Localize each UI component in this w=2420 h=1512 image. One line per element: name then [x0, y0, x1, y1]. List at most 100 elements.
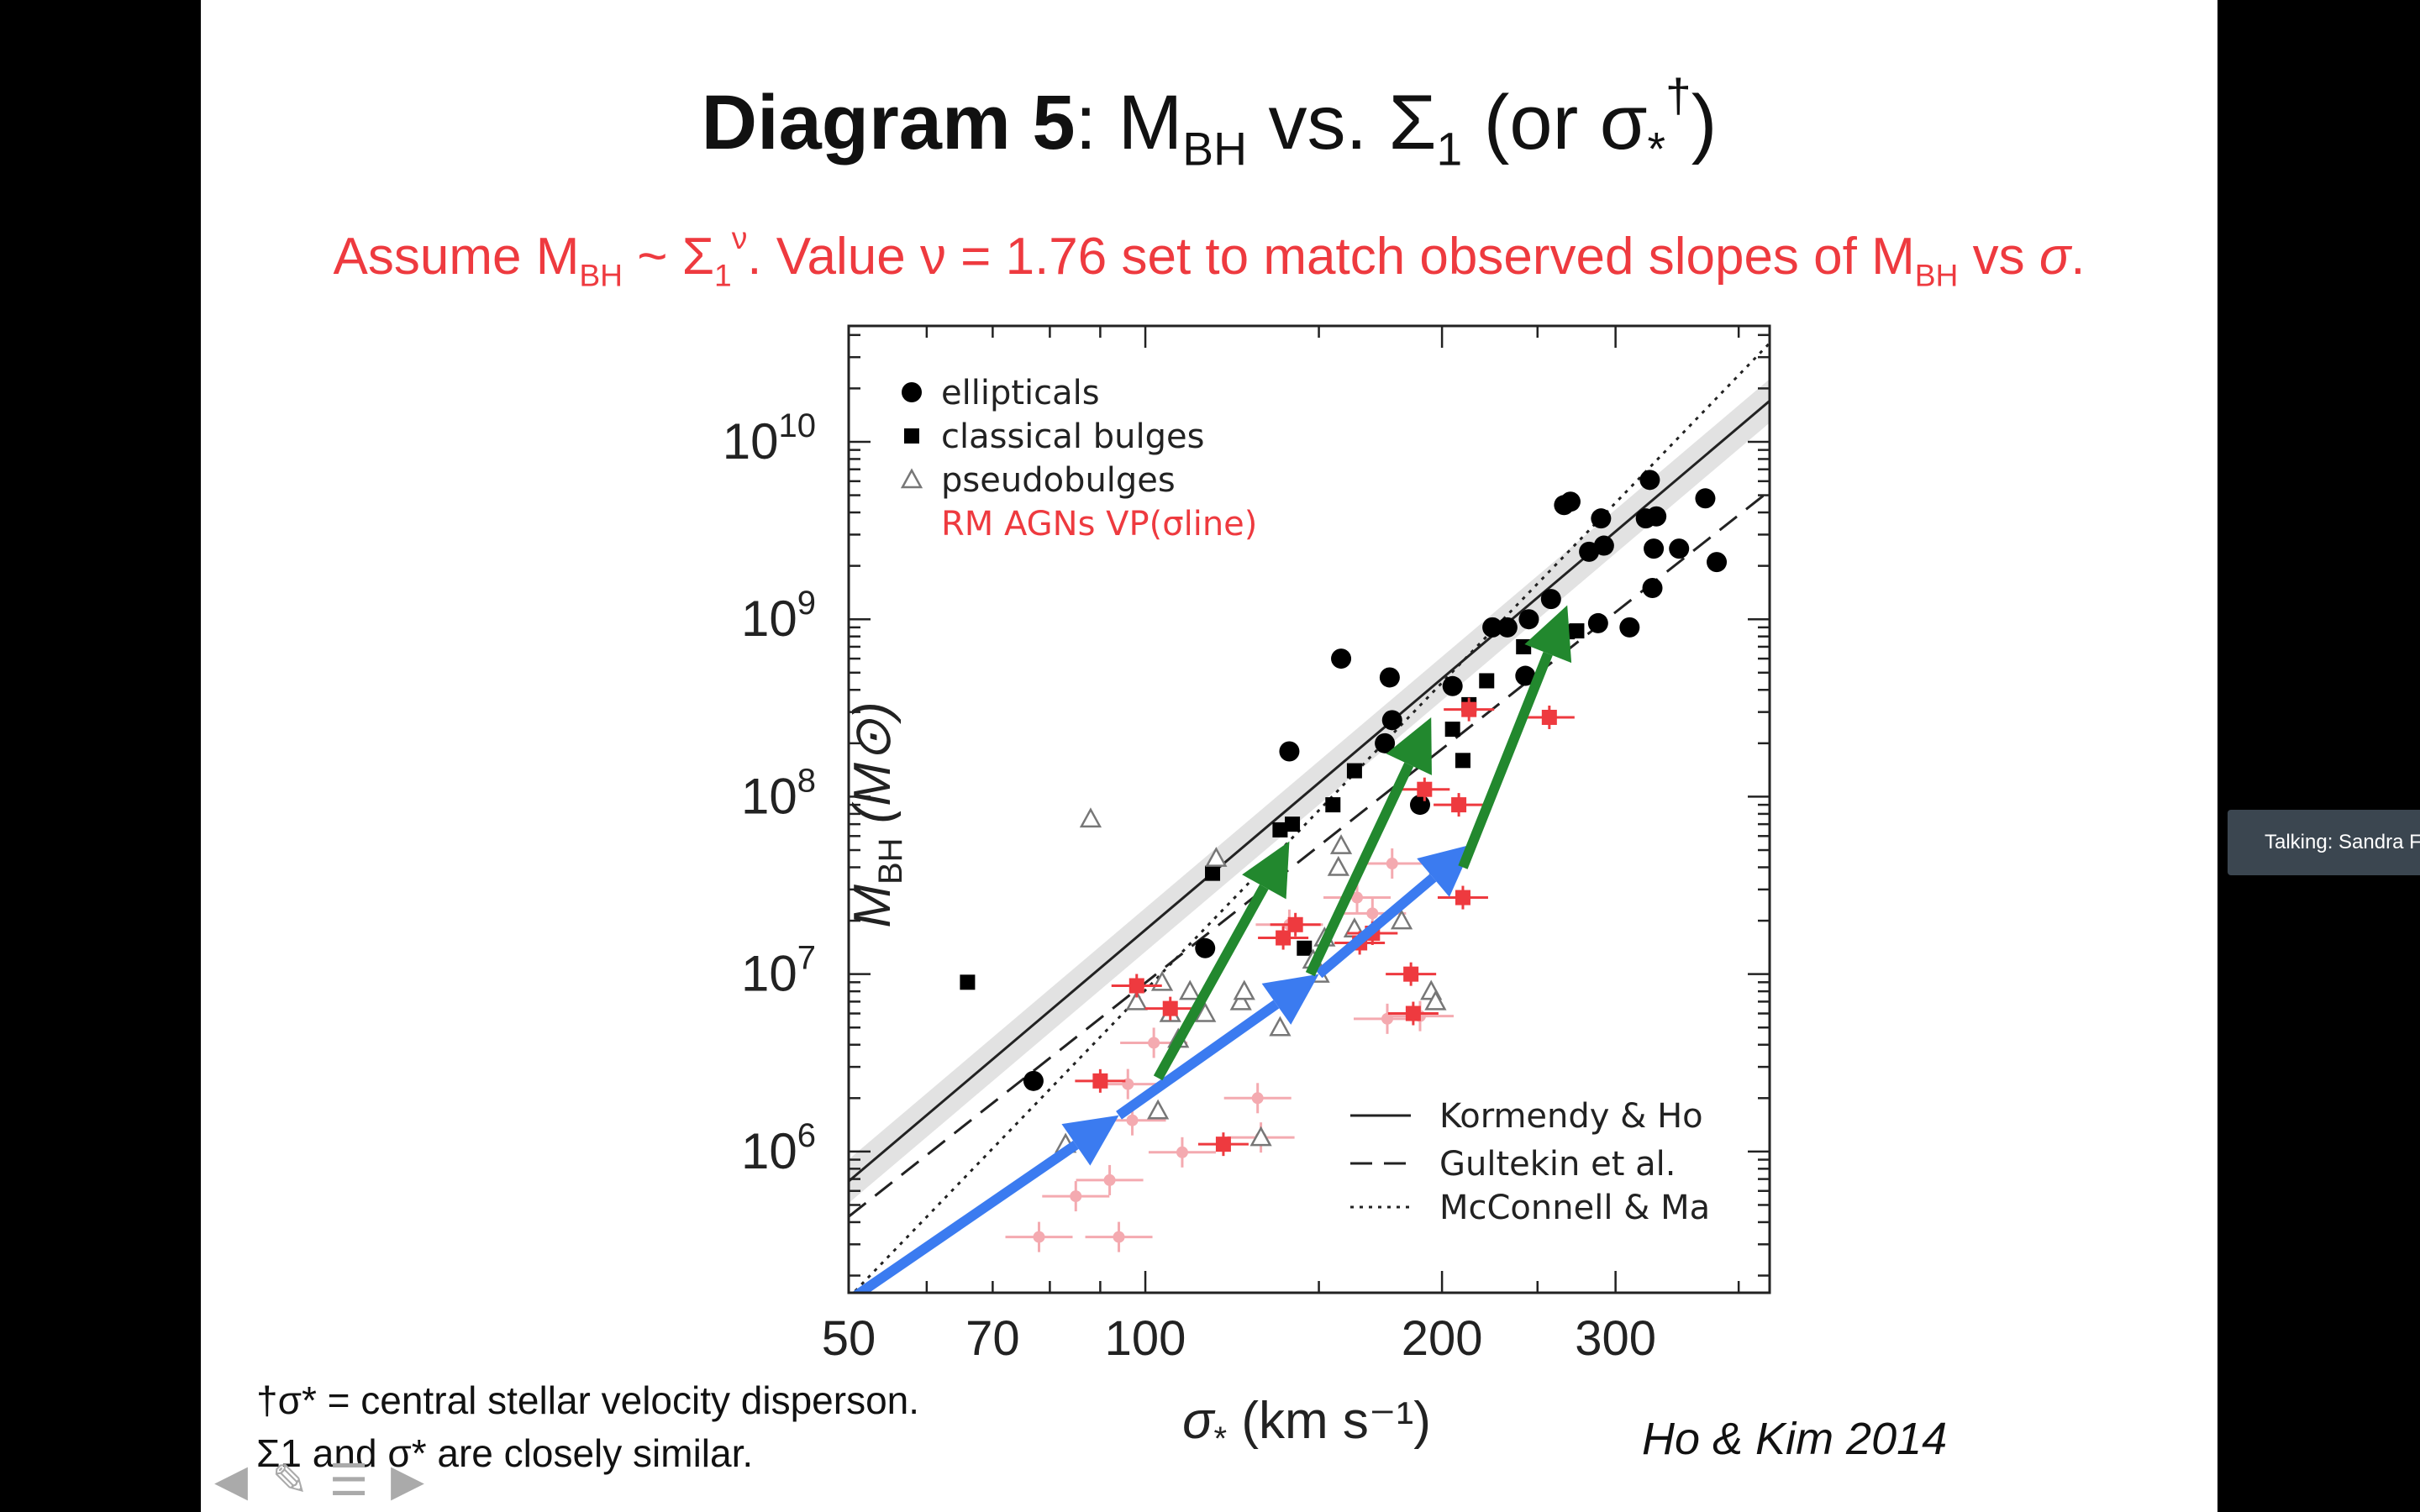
- point-ellipticals: [1695, 488, 1716, 509]
- evolution-arrow-shaft: [1458, 651, 1553, 869]
- point-classical-bulges: [1569, 623, 1585, 639]
- slide: Diagram 5: MBH vs. Σ1 (or σ*†) Assume MB…: [201, 0, 2217, 1512]
- point-ellipticals: [1331, 648, 1352, 669]
- point-classical-bulges: [960, 974, 976, 990]
- point-rm-agns-faint-: [1176, 1146, 1188, 1158]
- point-ellipticals: [1379, 667, 1400, 688]
- point-classical-bulges: [1455, 753, 1470, 769]
- footnote-sigma-definition: †σ* = central stellar velocity disperson…: [256, 1378, 920, 1422]
- point-ellipticals: [1591, 508, 1612, 529]
- point-rm-agns-vp-line-: [1403, 966, 1419, 982]
- point-classical-bulges: [1297, 940, 1313, 956]
- point-ellipticals: [1560, 491, 1581, 512]
- point-classical-bulges: [1346, 763, 1362, 779]
- point-rm-agns-faint-: [1070, 1190, 1082, 1203]
- point-ellipticals: [1279, 741, 1300, 762]
- evolution-arrowhead: [1061, 1115, 1119, 1166]
- point-ellipticals: [1587, 612, 1608, 633]
- evolution-arrow-shaft: [851, 1140, 1079, 1293]
- point-classical-bulges: [1479, 673, 1495, 689]
- legend-label: classical bulges: [941, 417, 1204, 456]
- slide-subtitle: Assume MBH ~ Σ1ν. Value ν = 1.76 set to …: [333, 220, 2086, 293]
- point-rm-agns-vp-line-: [1162, 1000, 1178, 1016]
- point-ellipticals: [1442, 675, 1463, 696]
- point-rm-agns-vp-line-: [1541, 709, 1557, 725]
- legend-label: RM AGNs VP(σline): [941, 505, 1257, 543]
- point-rm-agns-vp-line-: [1276, 930, 1292, 946]
- next-slide-icon[interactable]: ▶: [391, 1457, 424, 1505]
- point-classical-bulges: [1205, 865, 1221, 881]
- point-rm-agns-faint-: [1148, 1037, 1160, 1049]
- point-pseudobulges: [1125, 990, 1148, 1011]
- point-pseudobulges: [1327, 855, 1349, 876]
- point-ellipticals: [1375, 732, 1396, 753]
- evolution-arrow-shaft: [1305, 762, 1414, 977]
- point-ellipticals: [1644, 538, 1665, 559]
- legend-line-label: Kormendy & Ho: [1439, 1097, 1703, 1136]
- point-rm-agns-vp-line-: [1092, 1073, 1108, 1089]
- point-rm-agns-vp-line-: [1461, 701, 1477, 717]
- point-pseudobulges: [1249, 1126, 1272, 1147]
- point-pseudobulges: [1233, 979, 1255, 1000]
- y-axis-label: MBH (M⊙): [844, 701, 909, 927]
- point-ellipticals: [1518, 609, 1539, 630]
- x-tick-label: 300: [1575, 1311, 1656, 1366]
- evolution-arrow-shaft: [1116, 1000, 1280, 1120]
- evolution-arrowhead: [1524, 605, 1572, 664]
- point-ellipticals: [1195, 937, 1216, 958]
- previous-slide-icon[interactable]: ◀: [214, 1457, 248, 1505]
- point-classical-bulges: [1325, 797, 1341, 813]
- fit-line-solid: [849, 400, 1770, 1183]
- footnote-similarity: Σ1 and σ* are closely similar.: [256, 1431, 754, 1475]
- x-tick-label: 50: [822, 1311, 876, 1366]
- legend-marker-classical-bulges: [904, 428, 919, 444]
- point-rm-agns-vp-line-: [1451, 797, 1467, 813]
- point-ellipticals: [1540, 589, 1561, 610]
- pen-icon[interactable]: ✎: [271, 1457, 308, 1505]
- point-rm-agns-vp-line-: [1417, 781, 1433, 797]
- point-rm-agns-vp-line-: [1455, 890, 1470, 906]
- point-ellipticals: [1023, 1070, 1044, 1091]
- mbh-sigma-scatter-plot: 50 70 100 200 300 106 107 108 109 1010 σ* (km s⁻¹)…: [723, 324, 1771, 1457]
- evolution-arrowhead: [1261, 974, 1319, 1025]
- point-rm-agns-faint-: [1251, 1092, 1264, 1105]
- legend-line-label: Gultekin et al.: [1439, 1145, 1676, 1184]
- point-ellipticals: [1642, 578, 1663, 599]
- point-ellipticals: [1482, 617, 1503, 638]
- point-pseudobulges: [1329, 834, 1353, 854]
- point-pseudobulges: [1269, 1016, 1292, 1037]
- talking-indicator: Talking: Sandra F: [2228, 810, 2420, 875]
- point-ellipticals: [1669, 538, 1690, 559]
- point-ellipticals: [1515, 665, 1536, 686]
- point-pseudobulges: [1205, 847, 1228, 867]
- point-rm-agns-faint-: [1126, 1114, 1139, 1126]
- evolution-arrowhead: [1386, 717, 1432, 775]
- y-tick-label: 108: [741, 762, 816, 824]
- evolution-arrow-shaft: [1315, 874, 1437, 979]
- point-rm-agns-faint-: [1366, 907, 1379, 920]
- x-tick-label: 70: [965, 1311, 1020, 1366]
- point-classical-bulges: [1285, 816, 1301, 832]
- menu-icon[interactable]: ☰: [329, 1457, 369, 1505]
- point-ellipticals: [1639, 470, 1660, 491]
- slide-title: Diagram 5: MBH vs. Σ1 (or σ*†): [701, 70, 1718, 176]
- point-ellipticals: [1619, 617, 1640, 638]
- point-classical-bulges: [1444, 722, 1460, 738]
- x-axis-label: σ* (km s⁻¹): [1182, 1392, 1431, 1457]
- point-rm-agns-faint-: [1033, 1231, 1045, 1243]
- point-pseudobulges: [1229, 990, 1252, 1011]
- point-pseudobulges: [1390, 909, 1413, 930]
- legend-marker-ellipticals: [902, 382, 922, 402]
- point-pseudobulges: [1146, 1099, 1170, 1120]
- point-ellipticals: [1409, 795, 1430, 816]
- point-rm-agns-faint-: [1113, 1231, 1125, 1243]
- y-tick-label: 107: [741, 940, 816, 1002]
- point-pseudobulges: [1079, 807, 1102, 828]
- point-pseudobulges: [1179, 979, 1202, 1000]
- point-rm-agns-faint-: [1103, 1173, 1116, 1186]
- legend-label: pseudobulges: [941, 461, 1176, 500]
- point-rm-agns-vp-line-: [1215, 1137, 1231, 1152]
- point-rm-agns-vp-line-: [1287, 916, 1303, 932]
- evolution-arrow-shaft: [1153, 884, 1269, 1081]
- plot-frame: [847, 324, 1771, 1294]
